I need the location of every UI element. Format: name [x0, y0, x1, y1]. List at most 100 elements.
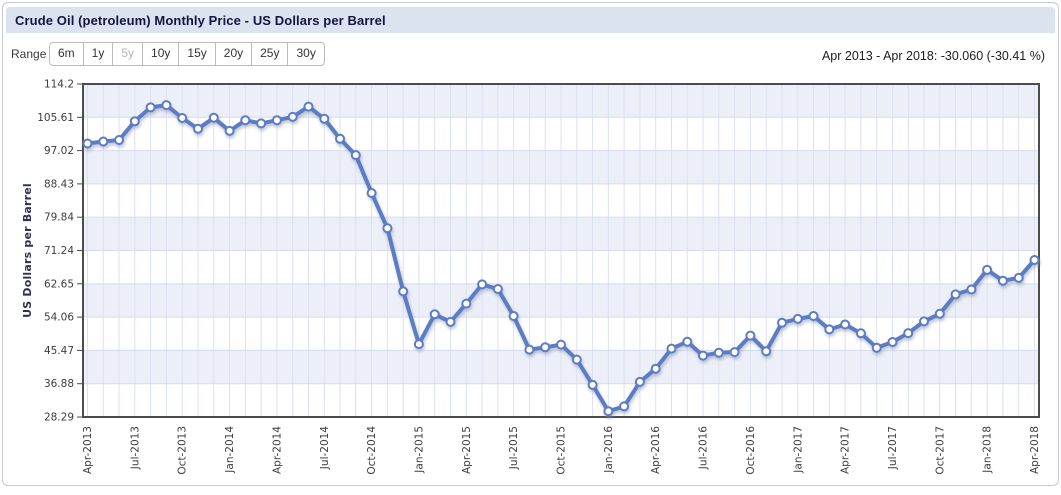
- data-point[interactable]: [366, 188, 377, 198]
- data-point[interactable]: [429, 309, 440, 320]
- data-point[interactable]: [161, 100, 172, 111]
- x-tick-label: Jan-2017: [792, 426, 804, 474]
- chart-canvas[interactable]: 114.2 105.61 97.02 88.43 79.84 71.24 62.65 54.0…: [0, 68, 1061, 495]
- data-point[interactable]: [477, 279, 488, 290]
- range-button-25y[interactable]: 25y: [251, 42, 289, 66]
- data-point[interactable]: [871, 342, 882, 353]
- data-point[interactable]: [82, 138, 93, 149]
- range-button-15y[interactable]: 15y: [178, 42, 216, 66]
- x-tick-label: Jul-2015: [508, 426, 520, 470]
- data-point[interactable]: [903, 328, 914, 339]
- price-series: [82, 100, 1040, 417]
- data-point[interactable]: [745, 330, 756, 341]
- data-point[interactable]: [177, 113, 188, 123]
- data-point[interactable]: [855, 328, 866, 339]
- y-tick-label: 105.61: [37, 112, 74, 124]
- data-point[interactable]: [208, 112, 219, 123]
- data-point[interactable]: [713, 347, 724, 358]
- data-point[interactable]: [492, 284, 503, 294]
- data-point[interactable]: [761, 346, 772, 357]
- data-point[interactable]: [114, 135, 125, 145]
- data-point[interactable]: [650, 363, 661, 374]
- data-point[interactable]: [240, 115, 251, 126]
- y-tick-label: 71.24: [44, 245, 74, 257]
- data-point[interactable]: [777, 317, 787, 328]
- range-button-10y[interactable]: 10y: [142, 42, 180, 66]
- range-button-group: 6m 1y 5y 10y 15y 20y 25y 30y: [49, 42, 325, 66]
- data-point[interactable]: [145, 102, 156, 113]
- data-point[interactable]: [887, 337, 898, 347]
- y-tick-label: 114.2: [44, 79, 74, 91]
- data-point[interactable]: [982, 264, 993, 275]
- x-tick-label: Jul-2013: [129, 426, 141, 470]
- data-point[interactable]: [445, 316, 456, 327]
- range-button-30y[interactable]: 30y: [287, 42, 325, 66]
- data-point[interactable]: [556, 339, 566, 350]
- period-change-summary: Apr 2013 - Apr 2018: -30.060 (-30.41 %): [821, 49, 1045, 63]
- x-tick-label: Apr-2016: [650, 426, 662, 474]
- data-point[interactable]: [934, 308, 945, 319]
- data-point[interactable]: [335, 133, 345, 144]
- x-tick-label: Jul-2014: [319, 426, 331, 470]
- x-tick-label: Apr-2013: [82, 426, 94, 474]
- data-point[interactable]: [98, 136, 109, 147]
- y-tick-label: 79.84: [44, 212, 74, 224]
- data-point[interactable]: [666, 343, 677, 354]
- range-button-20y[interactable]: 20y: [214, 42, 253, 66]
- data-point[interactable]: [840, 319, 851, 330]
- data-point[interactable]: [966, 284, 977, 295]
- data-point[interactable]: [997, 275, 1008, 286]
- data-point[interactable]: [224, 125, 235, 136]
- data-point[interactable]: [1029, 255, 1040, 265]
- chart-title-bar: Crude Oil (petroleum) Monthly Price - US…: [6, 7, 1055, 33]
- data-point[interactable]: [524, 344, 535, 355]
- data-point[interactable]: [792, 313, 803, 324]
- data-point[interactable]: [729, 347, 740, 358]
- range-button-1y[interactable]: 1y: [82, 42, 114, 66]
- data-point[interactable]: [413, 339, 424, 350]
- data-point[interactable]: [824, 324, 835, 335]
- data-point[interactable]: [634, 376, 645, 387]
- page-title: Crude Oil (petroleum) Monthly Price - US…: [15, 12, 386, 28]
- data-point[interactable]: [382, 223, 393, 234]
- plot-border: [82, 83, 1040, 418]
- x-tick-label: Apr-2014: [271, 426, 283, 474]
- data-point[interactable]: [193, 123, 203, 134]
- data-point[interactable]: [303, 101, 314, 112]
- x-tick-label: Oct-2013: [177, 426, 189, 475]
- range-button-6m[interactable]: 6m: [49, 42, 84, 66]
- data-point[interactable]: [808, 311, 819, 321]
- data-point[interactable]: [587, 379, 598, 390]
- data-point[interactable]: [1013, 272, 1024, 283]
- x-tick-label: Apr-2018: [1029, 426, 1041, 474]
- data-point[interactable]: [287, 111, 298, 122]
- data-point[interactable]: [619, 401, 630, 412]
- data-point[interactable]: [603, 406, 614, 417]
- data-point[interactable]: [508, 311, 519, 321]
- y-tick-label: 54.06: [44, 312, 74, 324]
- data-point[interactable]: [698, 350, 708, 361]
- y-tick-label: 97.02: [44, 145, 74, 157]
- x-tick-label: Jul-2017: [887, 426, 899, 470]
- data-point[interactable]: [271, 115, 282, 126]
- x-tick-label: Jul-2016: [698, 426, 710, 470]
- range-toolbar: Range 6m 1y 5y 10y 15y 20y 25y 30y Apr 2013 - A…: [3, 39, 1058, 69]
- y-tick-label: 88.43: [44, 178, 74, 190]
- data-point[interactable]: [571, 354, 582, 365]
- x-tick-label: Apr-2017: [840, 426, 852, 474]
- range-label: Range: [11, 47, 47, 61]
- x-tick-label: Jan-2015: [413, 426, 425, 474]
- data-point[interactable]: [919, 316, 929, 327]
- data-point[interactable]: [319, 113, 330, 124]
- data-point[interactable]: [350, 150, 361, 161]
- data-point[interactable]: [129, 116, 140, 127]
- x-tick-label: Oct-2016: [745, 426, 757, 475]
- data-point[interactable]: [398, 286, 409, 297]
- data-point[interactable]: [461, 298, 472, 309]
- data-point[interactable]: [256, 118, 267, 129]
- data-point[interactable]: [540, 342, 551, 353]
- x-tick-label: Apr-2015: [461, 426, 473, 474]
- data-point[interactable]: [950, 289, 961, 300]
- data-point[interactable]: [682, 336, 693, 347]
